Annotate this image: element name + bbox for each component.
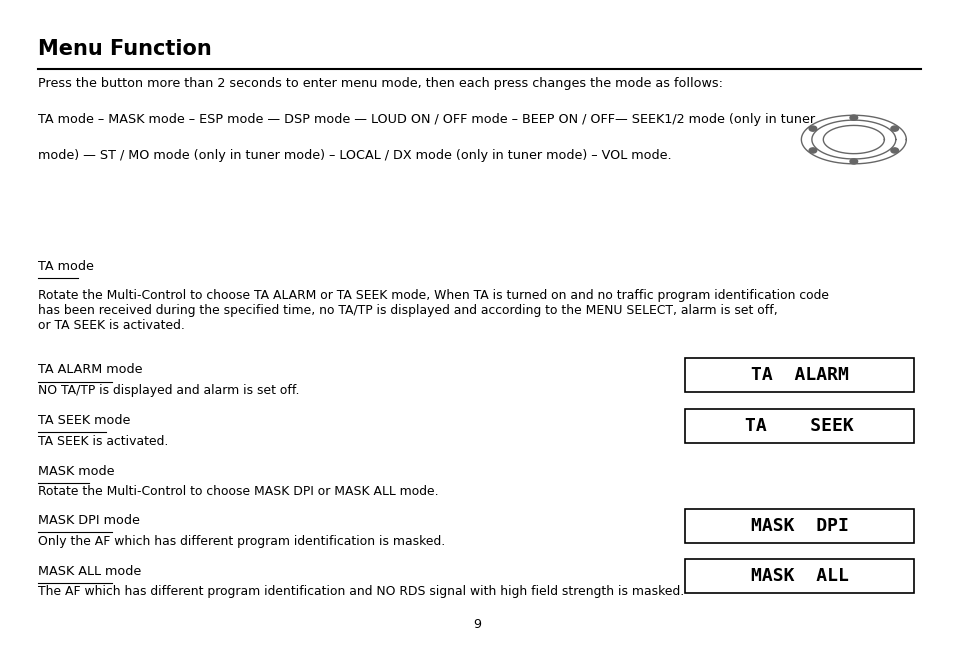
Text: MASK mode: MASK mode <box>38 465 114 478</box>
Text: TA  ALARM: TA ALARM <box>750 366 847 384</box>
Text: Rotate the Multi-Control to choose MASK DPI or MASK ALL mode.: Rotate the Multi-Control to choose MASK … <box>38 485 438 498</box>
Text: MASK  DPI: MASK DPI <box>750 517 847 535</box>
Circle shape <box>890 126 898 131</box>
Text: MASK  ALL: MASK ALL <box>750 567 847 585</box>
FancyBboxPatch shape <box>684 358 913 392</box>
Polygon shape <box>822 125 883 154</box>
Circle shape <box>808 126 816 131</box>
FancyBboxPatch shape <box>684 559 913 593</box>
Circle shape <box>808 148 816 153</box>
FancyBboxPatch shape <box>684 509 913 543</box>
Text: mode) — ST / MO mode (only in tuner mode) – LOCAL / DX mode (only in tuner mode): mode) — ST / MO mode (only in tuner mode… <box>38 149 671 162</box>
Circle shape <box>849 115 857 120</box>
Text: NO TA/TP is displayed and alarm is set off.: NO TA/TP is displayed and alarm is set o… <box>38 384 299 397</box>
Text: TA SEEK mode: TA SEEK mode <box>38 414 131 427</box>
Circle shape <box>849 159 857 164</box>
Text: Press the button more than 2 seconds to enter menu mode, then each press changes: Press the button more than 2 seconds to … <box>38 77 722 90</box>
Text: 9: 9 <box>473 618 480 631</box>
Text: TA    SEEK: TA SEEK <box>744 417 853 435</box>
Text: Menu Function: Menu Function <box>38 39 212 59</box>
FancyBboxPatch shape <box>684 409 913 443</box>
Text: TA mode – MASK mode – ESP mode — DSP mode — LOUD ON / OFF mode – BEEP ON / OFF— : TA mode – MASK mode – ESP mode — DSP mod… <box>38 113 815 126</box>
Text: TA ALARM mode: TA ALARM mode <box>38 363 143 376</box>
Circle shape <box>890 148 898 153</box>
Text: Only the AF which has different program identification is masked.: Only the AF which has different program … <box>38 535 445 548</box>
Text: Rotate the Multi-Control to choose TA ALARM or TA SEEK mode, When TA is turned o: Rotate the Multi-Control to choose TA AL… <box>38 289 828 332</box>
Text: TA mode: TA mode <box>38 260 94 273</box>
Text: TA SEEK is activated.: TA SEEK is activated. <box>38 435 169 448</box>
Text: The AF which has different program identification and NO RDS signal with high fi: The AF which has different program ident… <box>38 585 683 598</box>
Text: MASK DPI mode: MASK DPI mode <box>38 514 140 527</box>
Text: MASK ALL mode: MASK ALL mode <box>38 565 141 578</box>
